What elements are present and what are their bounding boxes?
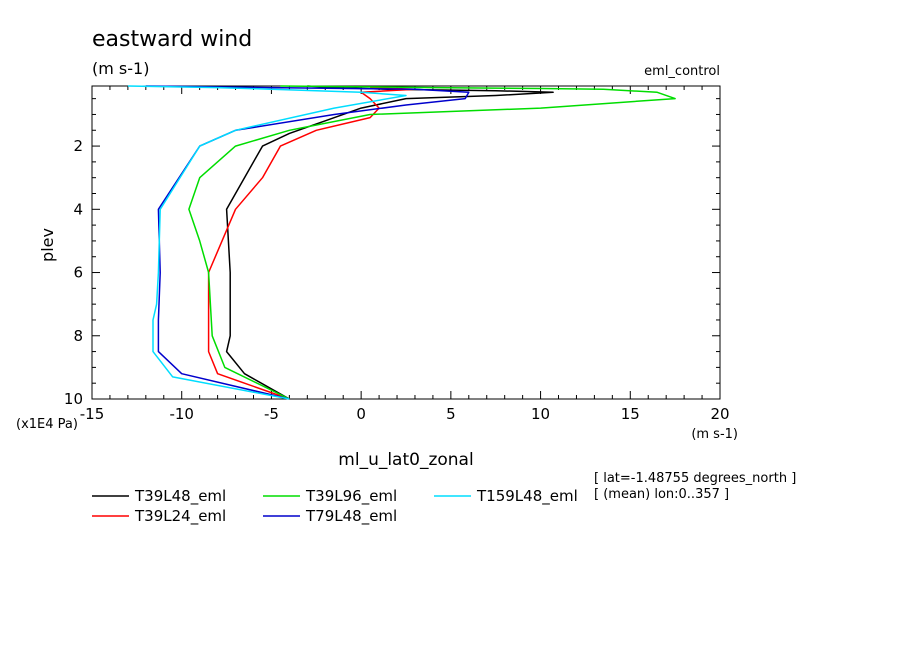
series-lines (127, 85, 676, 400)
legend-label: T159L48_eml (476, 487, 578, 506)
chart-units: (m s-1) (92, 59, 149, 78)
legend-label: T79L48_eml (305, 507, 397, 526)
legend-label: T39L24_eml (134, 507, 226, 526)
x-tick-label: -5 (264, 405, 279, 423)
experiment-label: eml_control (644, 64, 720, 79)
y-scale-label: (x1E4 Pa) (16, 417, 78, 432)
x-axis-label: ml_u_lat0_zonal (338, 450, 473, 470)
series-line-t79l48-eml (145, 85, 470, 400)
legend-label: T39L48_eml (134, 487, 226, 506)
axis-ticks: -15 -10 -5 0 5 10 15 20 2 4 6 8 10 (64, 86, 730, 423)
y-tick-label: 10 (64, 390, 83, 408)
x-tick-label: 10 (531, 405, 550, 423)
x-tick-label: 0 (356, 405, 366, 423)
plot-frame (91, 85, 721, 400)
x-tick-label: -10 (169, 405, 194, 423)
series-line-t159l48-eml (127, 85, 407, 400)
series-line-t39l96-eml (188, 85, 676, 400)
y-tick-label: 4 (73, 200, 83, 218)
chart-title: eastward wind (92, 27, 252, 52)
y-tick-label: 8 (73, 327, 83, 345)
x-units-label: (m s-1) (691, 427, 738, 442)
legend: T39L48_eml T39L96_eml T159L48_eml T39L24_em… (92, 487, 578, 526)
series-line-t39l48-eml (225, 85, 554, 400)
y-axis-label: plev (38, 228, 57, 262)
y-tick-label: 2 (73, 137, 83, 155)
legend-label: T39L96_eml (305, 487, 397, 506)
y-tick-label: 6 (73, 264, 83, 282)
x-tick-label: 20 (710, 405, 729, 423)
x-tick-label: 5 (446, 405, 456, 423)
x-tick-label: 15 (621, 405, 640, 423)
info-longitude: [ (mean) lon:0..357 ] (594, 487, 729, 502)
info-latitude: [ lat=-1.48755 degrees_north ] (594, 471, 796, 486)
series-line-t39l24-eml (207, 86, 416, 400)
x-tick-label: -15 (80, 405, 105, 423)
